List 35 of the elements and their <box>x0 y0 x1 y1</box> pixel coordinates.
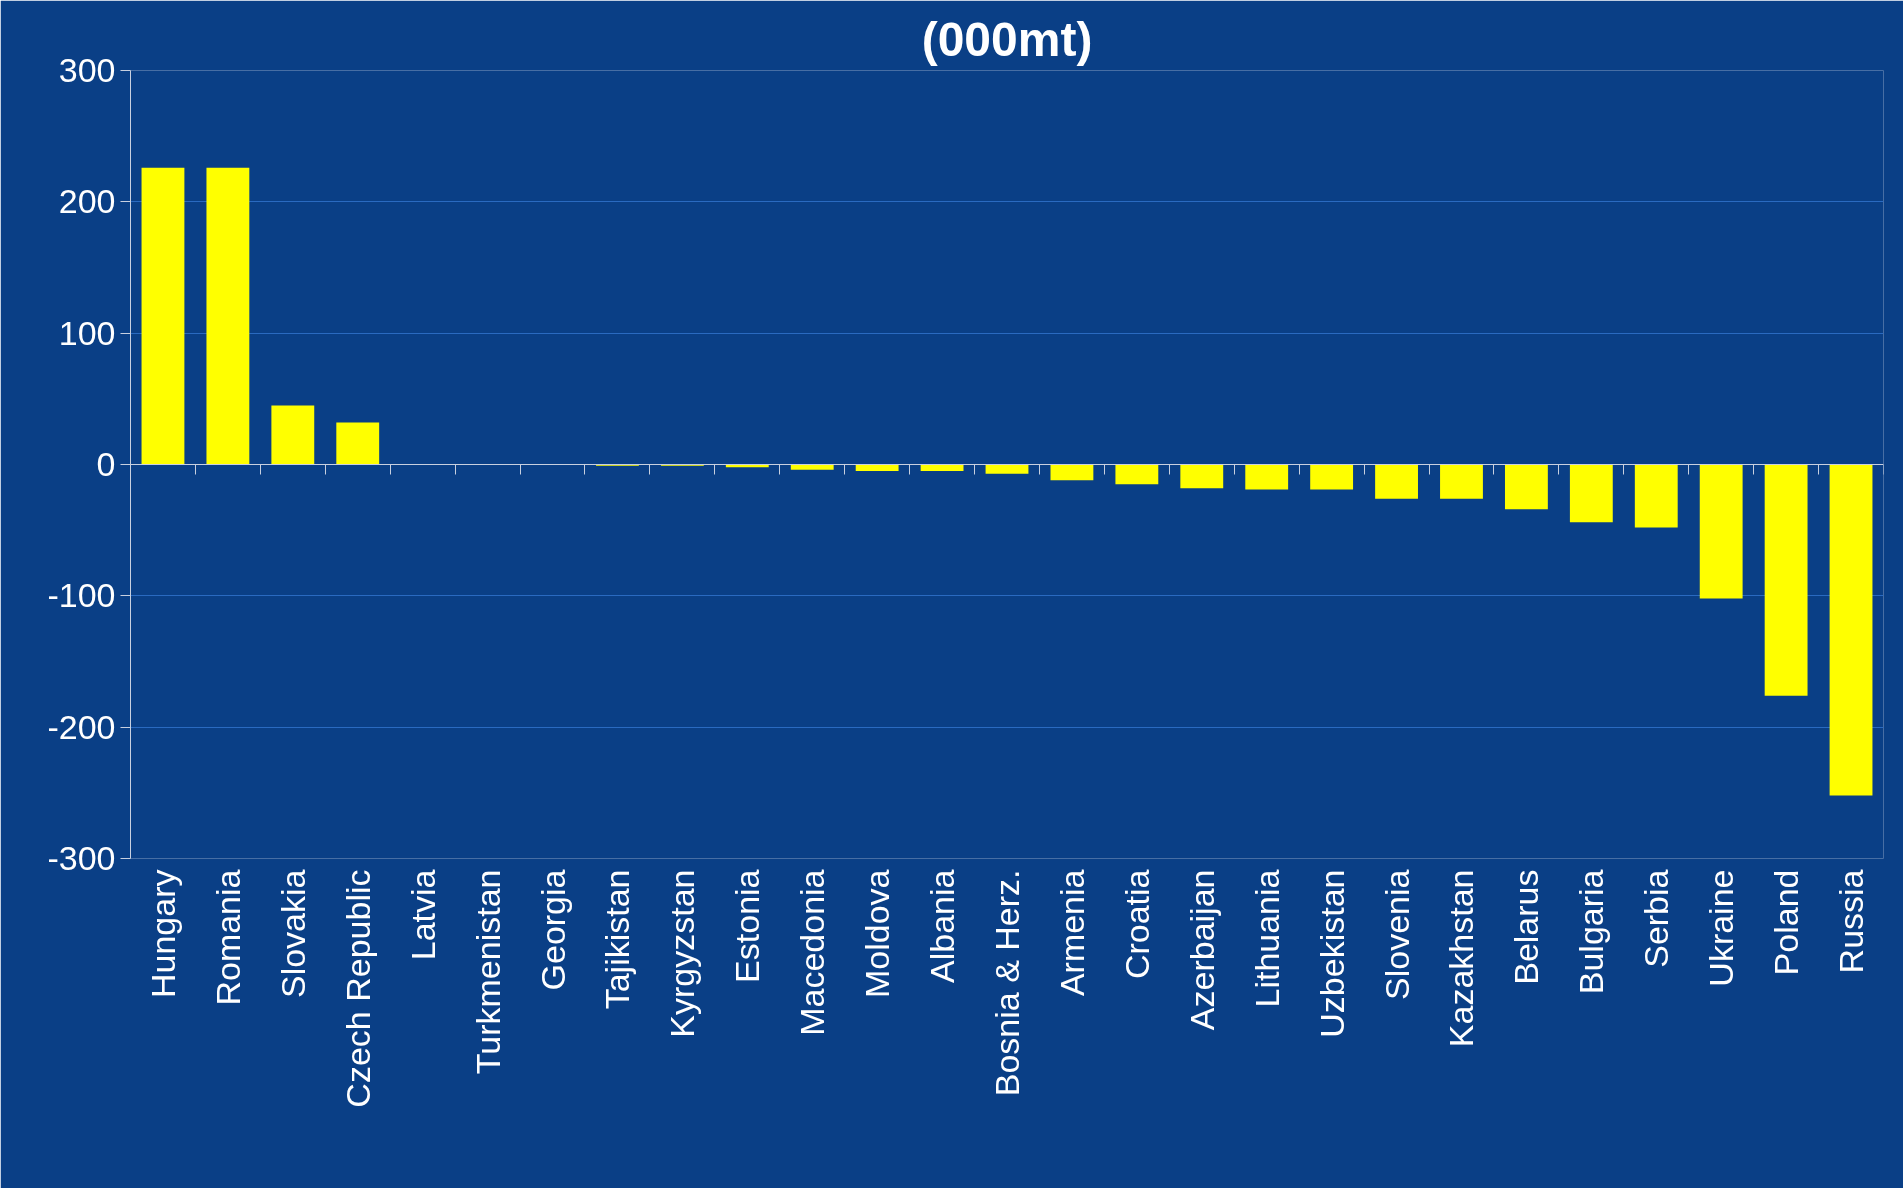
x-tick-label: Lithuania <box>1247 869 1286 1008</box>
y-tick-label: -300 <box>47 839 116 877</box>
x-tick-label: Bosnia & Herz. <box>988 869 1026 1097</box>
x-tick-label: Kazakhstan <box>1442 869 1481 1048</box>
x-tick-label: Serbia <box>1637 869 1676 968</box>
x-tick-label: Armenia <box>1052 869 1091 997</box>
x-tick-label: Bulgaria <box>1572 869 1611 995</box>
x-tick-label: Turkmenistan <box>468 869 507 1075</box>
x-tick-label: Moldova <box>858 869 897 999</box>
x-tick-label: Tajikistan <box>598 869 637 1010</box>
x-tick-label: Slovakia <box>273 869 312 999</box>
x-tick-label: Romania <box>208 869 247 1006</box>
x-tick-label: Azerbaijan <box>1182 869 1221 1031</box>
y-tick-label: 0 <box>96 445 116 483</box>
x-tick-label: Belarus <box>1507 869 1546 985</box>
x-tick-label: Uzbekistan <box>1312 869 1351 1038</box>
y-tick-label: 300 <box>58 51 116 89</box>
y-tick-label: 100 <box>58 313 116 352</box>
x-tick-label: Kyrgyzstan <box>663 869 702 1038</box>
x-tick-label: Estonia <box>728 869 767 983</box>
chart-title: (000mt) <box>921 12 1093 66</box>
x-tick-label: Macedonia <box>793 869 832 1036</box>
y-tick-label: -200 <box>47 707 116 746</box>
x-tick-label: Croatia <box>1117 869 1156 980</box>
y-tick-label: 200 <box>58 182 116 221</box>
x-tick-label: Latvia <box>403 869 442 961</box>
x-tick-label: Czech Republic <box>338 869 377 1108</box>
x-tick-label: Georgia <box>533 869 572 991</box>
x-tick-label: Albania <box>923 869 962 983</box>
y-tick-label: -100 <box>47 576 116 615</box>
x-tick-label: Hungary <box>143 869 182 999</box>
x-tick-label: Poland <box>1767 869 1806 976</box>
x-tick-label: Ukraine <box>1702 869 1741 987</box>
x-tick-label: Slovenia <box>1377 869 1416 1000</box>
x-tick-label: Russia <box>1832 869 1871 974</box>
